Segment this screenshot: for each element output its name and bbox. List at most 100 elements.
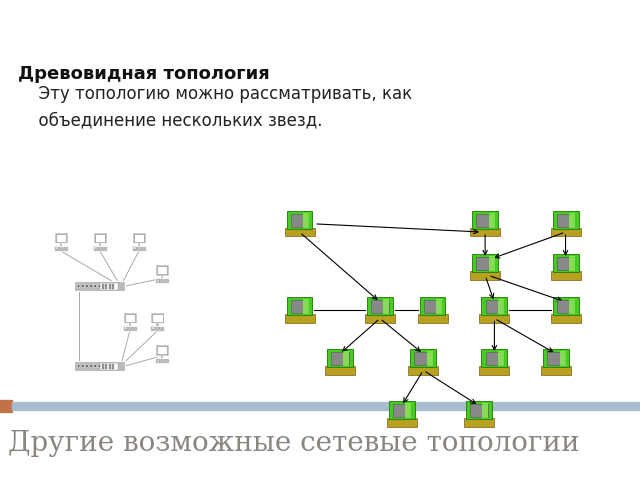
Bar: [424, 300, 442, 313]
Circle shape: [81, 365, 84, 367]
FancyBboxPatch shape: [367, 297, 393, 315]
Bar: [124, 327, 127, 329]
Circle shape: [81, 285, 84, 288]
Bar: [102, 364, 104, 369]
Bar: [93, 246, 107, 251]
FancyBboxPatch shape: [387, 418, 417, 427]
Circle shape: [77, 285, 80, 288]
Bar: [105, 364, 108, 369]
FancyBboxPatch shape: [472, 254, 498, 272]
Bar: [132, 246, 146, 251]
Circle shape: [94, 365, 97, 367]
FancyBboxPatch shape: [552, 254, 579, 272]
Bar: [60, 243, 62, 246]
Bar: [105, 284, 108, 289]
FancyBboxPatch shape: [466, 401, 492, 419]
Bar: [569, 213, 575, 228]
Bar: [489, 213, 495, 228]
Circle shape: [90, 285, 92, 288]
Bar: [56, 234, 66, 242]
FancyBboxPatch shape: [420, 297, 445, 315]
Bar: [157, 360, 159, 361]
Bar: [134, 234, 144, 242]
FancyBboxPatch shape: [408, 366, 438, 375]
FancyBboxPatch shape: [552, 211, 579, 229]
Bar: [54, 232, 68, 243]
FancyBboxPatch shape: [464, 418, 494, 427]
Bar: [55, 247, 58, 249]
Bar: [100, 362, 118, 370]
Bar: [427, 351, 433, 366]
Bar: [109, 284, 111, 289]
Bar: [129, 323, 131, 326]
Bar: [157, 266, 167, 274]
FancyBboxPatch shape: [327, 349, 353, 367]
FancyBboxPatch shape: [543, 349, 569, 367]
Bar: [112, 364, 115, 369]
FancyBboxPatch shape: [481, 297, 508, 315]
FancyBboxPatch shape: [410, 349, 436, 367]
Bar: [12, 402, 640, 410]
Bar: [155, 278, 169, 283]
Circle shape: [90, 365, 92, 367]
Bar: [498, 300, 504, 314]
Bar: [157, 346, 167, 354]
Circle shape: [98, 285, 100, 288]
Text: Эту топологию можно рассматривать, как
  объединение нескольких звезд.: Эту топологию можно рассматривать, как о…: [28, 85, 412, 130]
Bar: [405, 403, 411, 418]
FancyBboxPatch shape: [541, 366, 572, 375]
Bar: [436, 300, 442, 314]
Bar: [102, 284, 104, 289]
Bar: [331, 352, 349, 365]
Bar: [498, 351, 504, 366]
Bar: [569, 300, 575, 314]
Bar: [383, 300, 389, 314]
Bar: [95, 234, 105, 242]
FancyBboxPatch shape: [472, 211, 498, 229]
Bar: [569, 256, 575, 271]
FancyBboxPatch shape: [550, 228, 580, 237]
Bar: [486, 352, 503, 365]
Bar: [152, 327, 155, 329]
Circle shape: [77, 365, 80, 367]
Bar: [557, 300, 574, 313]
Bar: [100, 247, 102, 249]
Bar: [61, 247, 63, 249]
Bar: [150, 312, 164, 323]
FancyBboxPatch shape: [470, 228, 500, 237]
Bar: [112, 284, 115, 289]
Bar: [158, 327, 160, 329]
Bar: [483, 403, 488, 418]
Bar: [99, 243, 101, 246]
Bar: [131, 327, 132, 329]
FancyBboxPatch shape: [552, 297, 579, 315]
FancyBboxPatch shape: [365, 314, 395, 323]
Bar: [54, 246, 68, 251]
Bar: [476, 214, 494, 227]
Bar: [74, 361, 125, 371]
Bar: [0, 400, 12, 412]
FancyBboxPatch shape: [285, 228, 314, 237]
Bar: [132, 232, 146, 243]
Bar: [476, 257, 494, 270]
Bar: [74, 281, 125, 291]
FancyBboxPatch shape: [285, 314, 314, 323]
FancyBboxPatch shape: [388, 401, 415, 419]
Bar: [94, 247, 97, 249]
Circle shape: [94, 285, 97, 288]
Bar: [557, 214, 574, 227]
Text: Древовидная топология: Древовидная топология: [18, 65, 269, 83]
FancyBboxPatch shape: [287, 297, 312, 315]
Bar: [489, 256, 495, 271]
Bar: [343, 351, 349, 366]
FancyBboxPatch shape: [324, 366, 355, 375]
Bar: [150, 325, 164, 331]
Bar: [415, 352, 432, 365]
Bar: [560, 351, 566, 366]
Bar: [152, 313, 163, 322]
Bar: [303, 213, 309, 228]
FancyBboxPatch shape: [470, 271, 500, 280]
Bar: [123, 312, 137, 323]
Bar: [163, 280, 164, 282]
Bar: [486, 300, 503, 313]
